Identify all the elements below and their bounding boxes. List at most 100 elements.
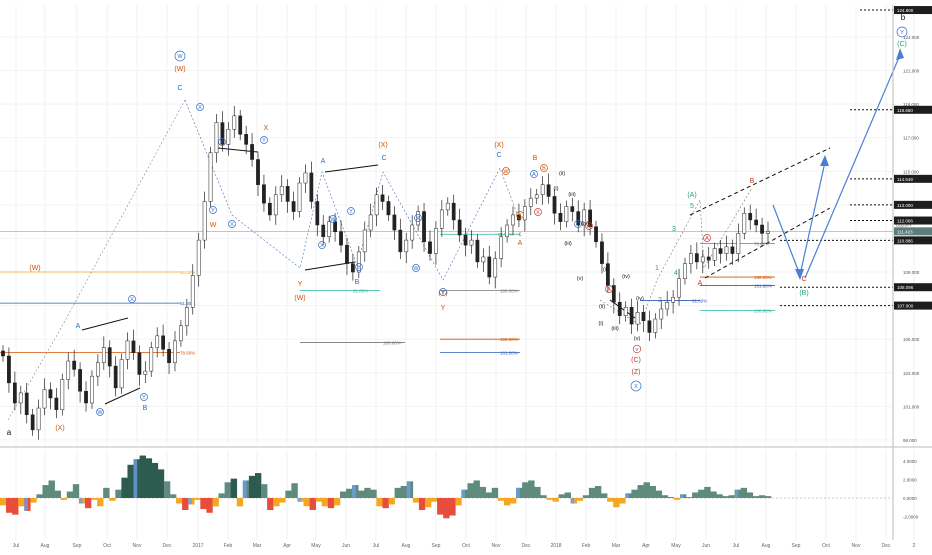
- osc-bar: [36, 494, 43, 498]
- x-tick-label: Sep: [432, 543, 441, 549]
- wave-label-w4: W: [177, 54, 183, 60]
- candle-body: [113, 365, 118, 389]
- wave-label-y11: Y: [441, 290, 445, 296]
- price-tag-label: 113.000: [897, 203, 913, 208]
- wave-label-a8-ring: [703, 234, 711, 242]
- osc-bar: [503, 498, 511, 506]
- candle-body: [469, 239, 474, 246]
- candle-body: [137, 352, 142, 375]
- wave-label-a5: A: [698, 280, 703, 287]
- wave-label-w9-ring: [412, 264, 420, 272]
- price-tag-box-4: [894, 216, 932, 225]
- candle-body: [760, 224, 764, 234]
- wave-label-y8: Y: [262, 138, 266, 144]
- candle-body: [683, 263, 687, 279]
- arrow-head: [820, 155, 829, 166]
- wave-label-a4: (A): [687, 192, 696, 199]
- osc-bar: [424, 498, 432, 508]
- candle-body: [250, 144, 254, 160]
- wave-label-ii2: (ii): [559, 171, 565, 177]
- osc-bar: [169, 494, 177, 498]
- osc-bar: [376, 498, 383, 507]
- candle-body: [54, 397, 59, 410]
- osc-bar: [485, 492, 493, 498]
- wave-label-b3: B: [533, 155, 538, 162]
- wave-label-a: a: [7, 428, 12, 437]
- x-tick-label: Mar: [253, 543, 262, 549]
- dashed-guide-c: [599, 187, 753, 326]
- wave-label-y6-ring: [218, 138, 226, 146]
- osc-bar: [764, 496, 772, 498]
- osc-bar: [686, 497, 693, 498]
- osc-bar: [139, 455, 146, 498]
- wave-label-a2: A: [321, 158, 326, 165]
- candle-body: [451, 202, 456, 221]
- candle-body: [457, 219, 462, 236]
- candle-body: [42, 389, 47, 409]
- wave-label-c3: C: [496, 152, 501, 159]
- candle-body: [641, 312, 646, 321]
- osc-bar: [236, 498, 244, 507]
- osc-bar: [534, 486, 541, 498]
- osc-bar: [309, 498, 316, 510]
- candle-body: [208, 152, 213, 202]
- osc-tick-label: -2.0000: [903, 514, 919, 519]
- candle-body: [143, 370, 148, 375]
- fib-label: 61.80%: [180, 301, 195, 306]
- candle-body: [558, 212, 563, 222]
- x-tick-label: May: [311, 543, 321, 549]
- osc-bar: [528, 480, 535, 498]
- wave-label-w8-ring: [585, 222, 593, 230]
- wave-label-w: W: [210, 222, 217, 229]
- osc-bar: [412, 498, 420, 503]
- x-tick-label: Dec: [522, 543, 531, 549]
- candle-body: [12, 382, 17, 404]
- y-tick-label: 101.000: [903, 404, 920, 409]
- candle-body: [689, 253, 693, 264]
- wave-label-c5: C: [801, 276, 806, 283]
- x-tick-label: Nov: [492, 543, 501, 549]
- candle-body: [48, 389, 53, 399]
- candle-body: [173, 340, 177, 363]
- candle-body: [66, 360, 71, 380]
- wave-label-c7: C: [177, 85, 182, 92]
- wave-label-y6: Y: [220, 140, 224, 146]
- wave-label-x6-ring: [196, 103, 204, 111]
- wave-label-w5-ring: [96, 408, 104, 416]
- osc-bar: [449, 498, 456, 516]
- wave-label-iv3: (iv): [636, 296, 644, 302]
- candle-body: [522, 206, 527, 221]
- candle-body: [202, 201, 207, 241]
- fib-label: 100.00%: [383, 341, 401, 346]
- y-tick-label: 123.000: [903, 35, 920, 40]
- symbol-label: USDJPY: [896, 222, 912, 227]
- osc-bar: [643, 482, 650, 498]
- osc-bar: [558, 494, 565, 498]
- candle-body: [262, 184, 266, 204]
- wave-label-w5: W: [97, 410, 103, 416]
- x-tick-label: 2017: [192, 543, 203, 549]
- wave-label-b1: B: [143, 405, 148, 412]
- x-tick-label: Dec: [882, 543, 891, 549]
- fib-label: 78.60%: [754, 241, 769, 246]
- x-tick-label: Dec: [163, 543, 172, 549]
- osc-bar: [588, 487, 596, 498]
- osc-bar: [261, 484, 268, 498]
- candle-body: [439, 209, 444, 229]
- candle-body: [528, 197, 533, 207]
- wave-label-iv2: (iv): [581, 221, 589, 227]
- osc-bar: [431, 498, 438, 502]
- candle-body: [534, 194, 539, 199]
- wave-label-iv: (iv): [622, 274, 630, 280]
- osc-bar: [151, 462, 159, 498]
- candle-body: [694, 253, 699, 263]
- wave-label-x5: X: [634, 384, 638, 390]
- osc-bar: [60, 498, 68, 500]
- y-tick-label: 105.000: [903, 337, 920, 342]
- candle-body: [196, 239, 201, 276]
- osc-bar: [382, 498, 389, 509]
- osc-highlight: [352, 485, 356, 498]
- y-tick-label: 119.000: [903, 102, 919, 107]
